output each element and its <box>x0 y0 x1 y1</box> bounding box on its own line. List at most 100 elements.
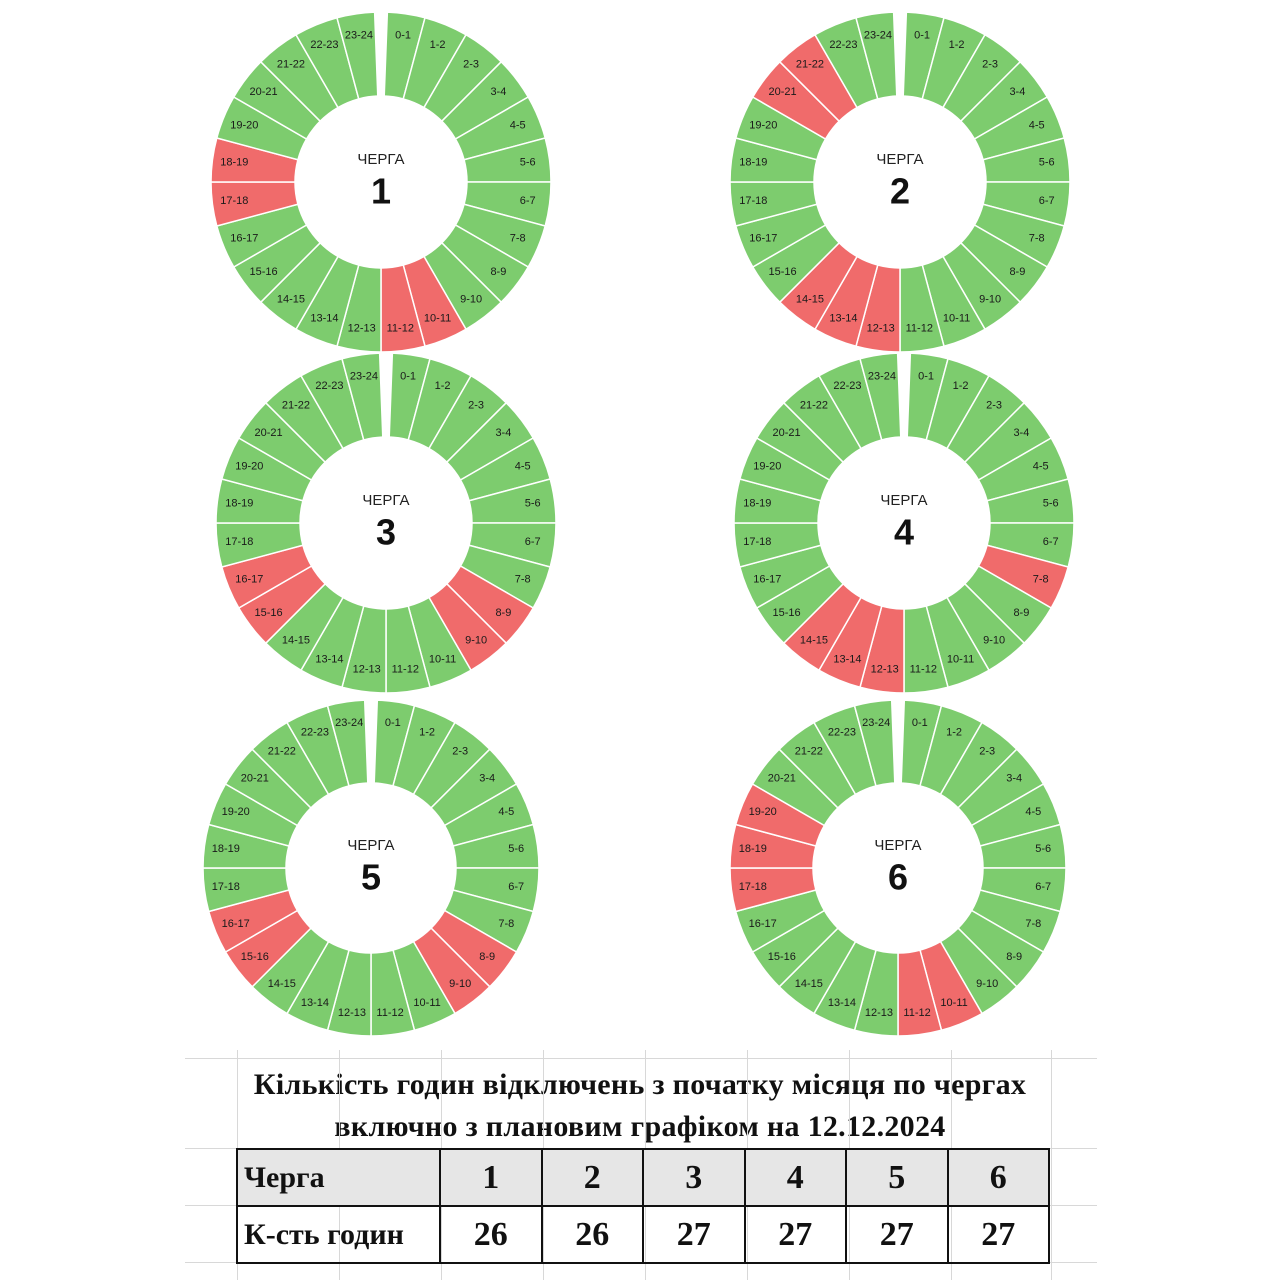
queue-wheel-3: 0-1 1-2 2-3 3-4 4-5 5-6 6-7 7-8 8-9 9-10 10-11 11-1… <box>215 352 557 694</box>
hour-slot-label: 13-14 <box>833 654 861 666</box>
hour-slot-label: 6-7 <box>520 195 536 207</box>
hour-slot-label: 9-10 <box>449 978 471 990</box>
hour-slot-label: 18-19 <box>212 843 240 855</box>
hour-slot-label: 10-11 <box>943 313 970 325</box>
hour-slot-label: 22-23 <box>315 380 343 392</box>
hour-slot-label: 9-10 <box>979 293 1001 305</box>
hour-slot-label: 5-6 <box>1039 157 1055 169</box>
hour-slot-label: 9-10 <box>460 293 482 305</box>
hour-slot-label: 17-18 <box>225 536 253 548</box>
hour-slot-label: 2-3 <box>463 59 479 71</box>
hour-slot-label: 16-17 <box>749 918 777 930</box>
hours-cell: 27 <box>845 1205 949 1264</box>
power-on-segment <box>853 699 896 787</box>
queue-label: ЧЕРГА <box>347 837 394 854</box>
hour-slot-label: 18-19 <box>739 157 767 169</box>
hour-slot-label: 23-24 <box>350 371 378 383</box>
hour-slot-label: 12-13 <box>867 323 895 335</box>
hour-slot-label: 1-2 <box>946 727 962 739</box>
hour-slot-label: 19-20 <box>753 460 781 472</box>
hour-slot-label: 18-19 <box>220 157 248 169</box>
row-header-queue: Черга <box>236 1148 441 1207</box>
hour-slot-label: 13-14 <box>310 313 338 325</box>
hour-slot-label: 10-11 <box>424 313 451 325</box>
hour-slot-label: 21-22 <box>795 746 823 758</box>
queue-number-cell: 2 <box>540 1148 644 1207</box>
hour-slot-label: 21-22 <box>800 400 828 412</box>
hour-slot-label: 12-13 <box>338 1007 366 1019</box>
hour-slot-label: 13-14 <box>828 997 856 1009</box>
hour-slot-label: 7-8 <box>1033 574 1049 586</box>
hour-slot-label: 18-19 <box>225 498 253 510</box>
hour-slot-label: 1-2 <box>953 380 969 392</box>
hour-slot-label: 21-22 <box>268 746 296 758</box>
hour-slot-label: 22-23 <box>310 39 338 51</box>
hour-slot-label: 20-21 <box>255 427 283 439</box>
hour-slot-label: 17-18 <box>739 881 767 893</box>
outage-wheels: 0-1 1-2 2-3 3-4 4-5 5-6 6-7 7-8 8-9 9-10 10-11 11-1… <box>202 11 1075 1037</box>
hour-slot-label: 5-6 <box>1035 843 1051 855</box>
hour-slot-label: 6-7 <box>508 881 524 893</box>
hour-slot-label: 3-4 <box>1009 86 1025 98</box>
queue-number: 3 <box>376 512 396 553</box>
summary-title-line2: включно з плановим графіком на 12.12.202… <box>334 1110 946 1143</box>
hour-slot-label: 23-24 <box>335 717 363 729</box>
hour-slot-label: 2-3 <box>982 59 998 71</box>
queue-wheel-5: 0-1 1-2 2-3 3-4 4-5 5-6 6-7 7-8 8-9 9-10 10-11 11-1… <box>202 699 540 1037</box>
hour-slot-label: 4-5 <box>1033 460 1049 472</box>
hour-slot-label: 17-18 <box>212 881 240 893</box>
hours-cell: 26 <box>439 1205 543 1264</box>
hour-slot-label: 15-16 <box>241 951 269 963</box>
hour-slot-label: 4-5 <box>1029 119 1045 131</box>
hour-slot-label: 4-5 <box>1025 806 1041 818</box>
hour-slot-label: 9-10 <box>976 978 998 990</box>
summary-table: Черга 1 2 3 4 5 6 К-сть годин 26 26 27 2… <box>236 1148 1050 1264</box>
hour-slot-label: 20-21 <box>773 427 801 439</box>
hour-slot-label: 20-21 <box>241 773 269 785</box>
hour-slot-label: 7-8 <box>1025 918 1041 930</box>
grid-line <box>1051 1050 1052 1280</box>
queue-number-cell: 3 <box>642 1148 746 1207</box>
hours-cell: 26 <box>540 1205 644 1264</box>
hour-slot-label: 16-17 <box>222 918 250 930</box>
row-header-hours: К-сть годин <box>236 1205 441 1264</box>
hour-slot-label: 5-6 <box>1043 498 1059 510</box>
hour-slot-label: 1-2 <box>435 380 451 392</box>
hour-slot-label: 4-5 <box>510 119 526 131</box>
hours-cell: 27 <box>642 1205 746 1264</box>
hour-slot-label: 11-12 <box>387 323 414 335</box>
hour-slot-label: 15-16 <box>250 266 278 278</box>
hour-slot-label: 9-10 <box>983 634 1005 646</box>
queue-wheel-1: 0-1 1-2 2-3 3-4 4-5 5-6 6-7 7-8 8-9 9-10 10-11 11-1… <box>210 11 552 353</box>
hour-slot-label: 3-4 <box>490 86 506 98</box>
hour-slot-label: 9-10 <box>465 634 487 646</box>
hour-slot-label: 13-14 <box>315 654 343 666</box>
hour-slot-label: 0-1 <box>385 717 401 729</box>
hour-slot-label: 0-1 <box>400 371 416 383</box>
hour-slot-label: 6-7 <box>1039 195 1055 207</box>
queue-wheel-6: 0-1 1-2 2-3 3-4 4-5 5-6 6-7 7-8 8-9 9-10 10-11 11-1… <box>729 699 1067 1037</box>
hour-slot-label: 4-5 <box>498 806 514 818</box>
queue-label: ЧЕРГА <box>880 492 927 509</box>
hour-slot-label: 6-7 <box>525 536 541 548</box>
hour-slot-label: 12-13 <box>865 1007 893 1019</box>
hour-slot-label: 7-8 <box>515 574 531 586</box>
hour-slot-label: 17-18 <box>743 536 771 548</box>
hour-slot-label: 17-18 <box>739 195 767 207</box>
power-on-segment <box>336 11 379 100</box>
hour-slot-label: 15-16 <box>768 951 796 963</box>
hour-slot-label: 10-11 <box>413 997 440 1009</box>
hour-slot-label: 3-4 <box>1013 427 1029 439</box>
hour-slot-label: 14-15 <box>277 293 305 305</box>
hour-slot-label: 8-9 <box>495 607 511 619</box>
hour-slot-label: 22-23 <box>829 39 857 51</box>
hour-slot-label: 10-11 <box>429 654 456 666</box>
hours-cell: 27 <box>946 1205 1050 1264</box>
hour-slot-label: 20-21 <box>769 86 797 98</box>
hour-slot-label: 14-15 <box>796 293 824 305</box>
hour-slot-label: 12-13 <box>353 664 381 676</box>
hour-slot-label: 0-1 <box>914 30 930 42</box>
hour-slot-label: 8-9 <box>1009 266 1025 278</box>
queue-wheel-2: 0-1 1-2 2-3 3-4 4-5 5-6 6-7 7-8 8-9 9-10 10-11 11-1… <box>729 11 1071 353</box>
hour-slot-label: 2-3 <box>986 400 1002 412</box>
